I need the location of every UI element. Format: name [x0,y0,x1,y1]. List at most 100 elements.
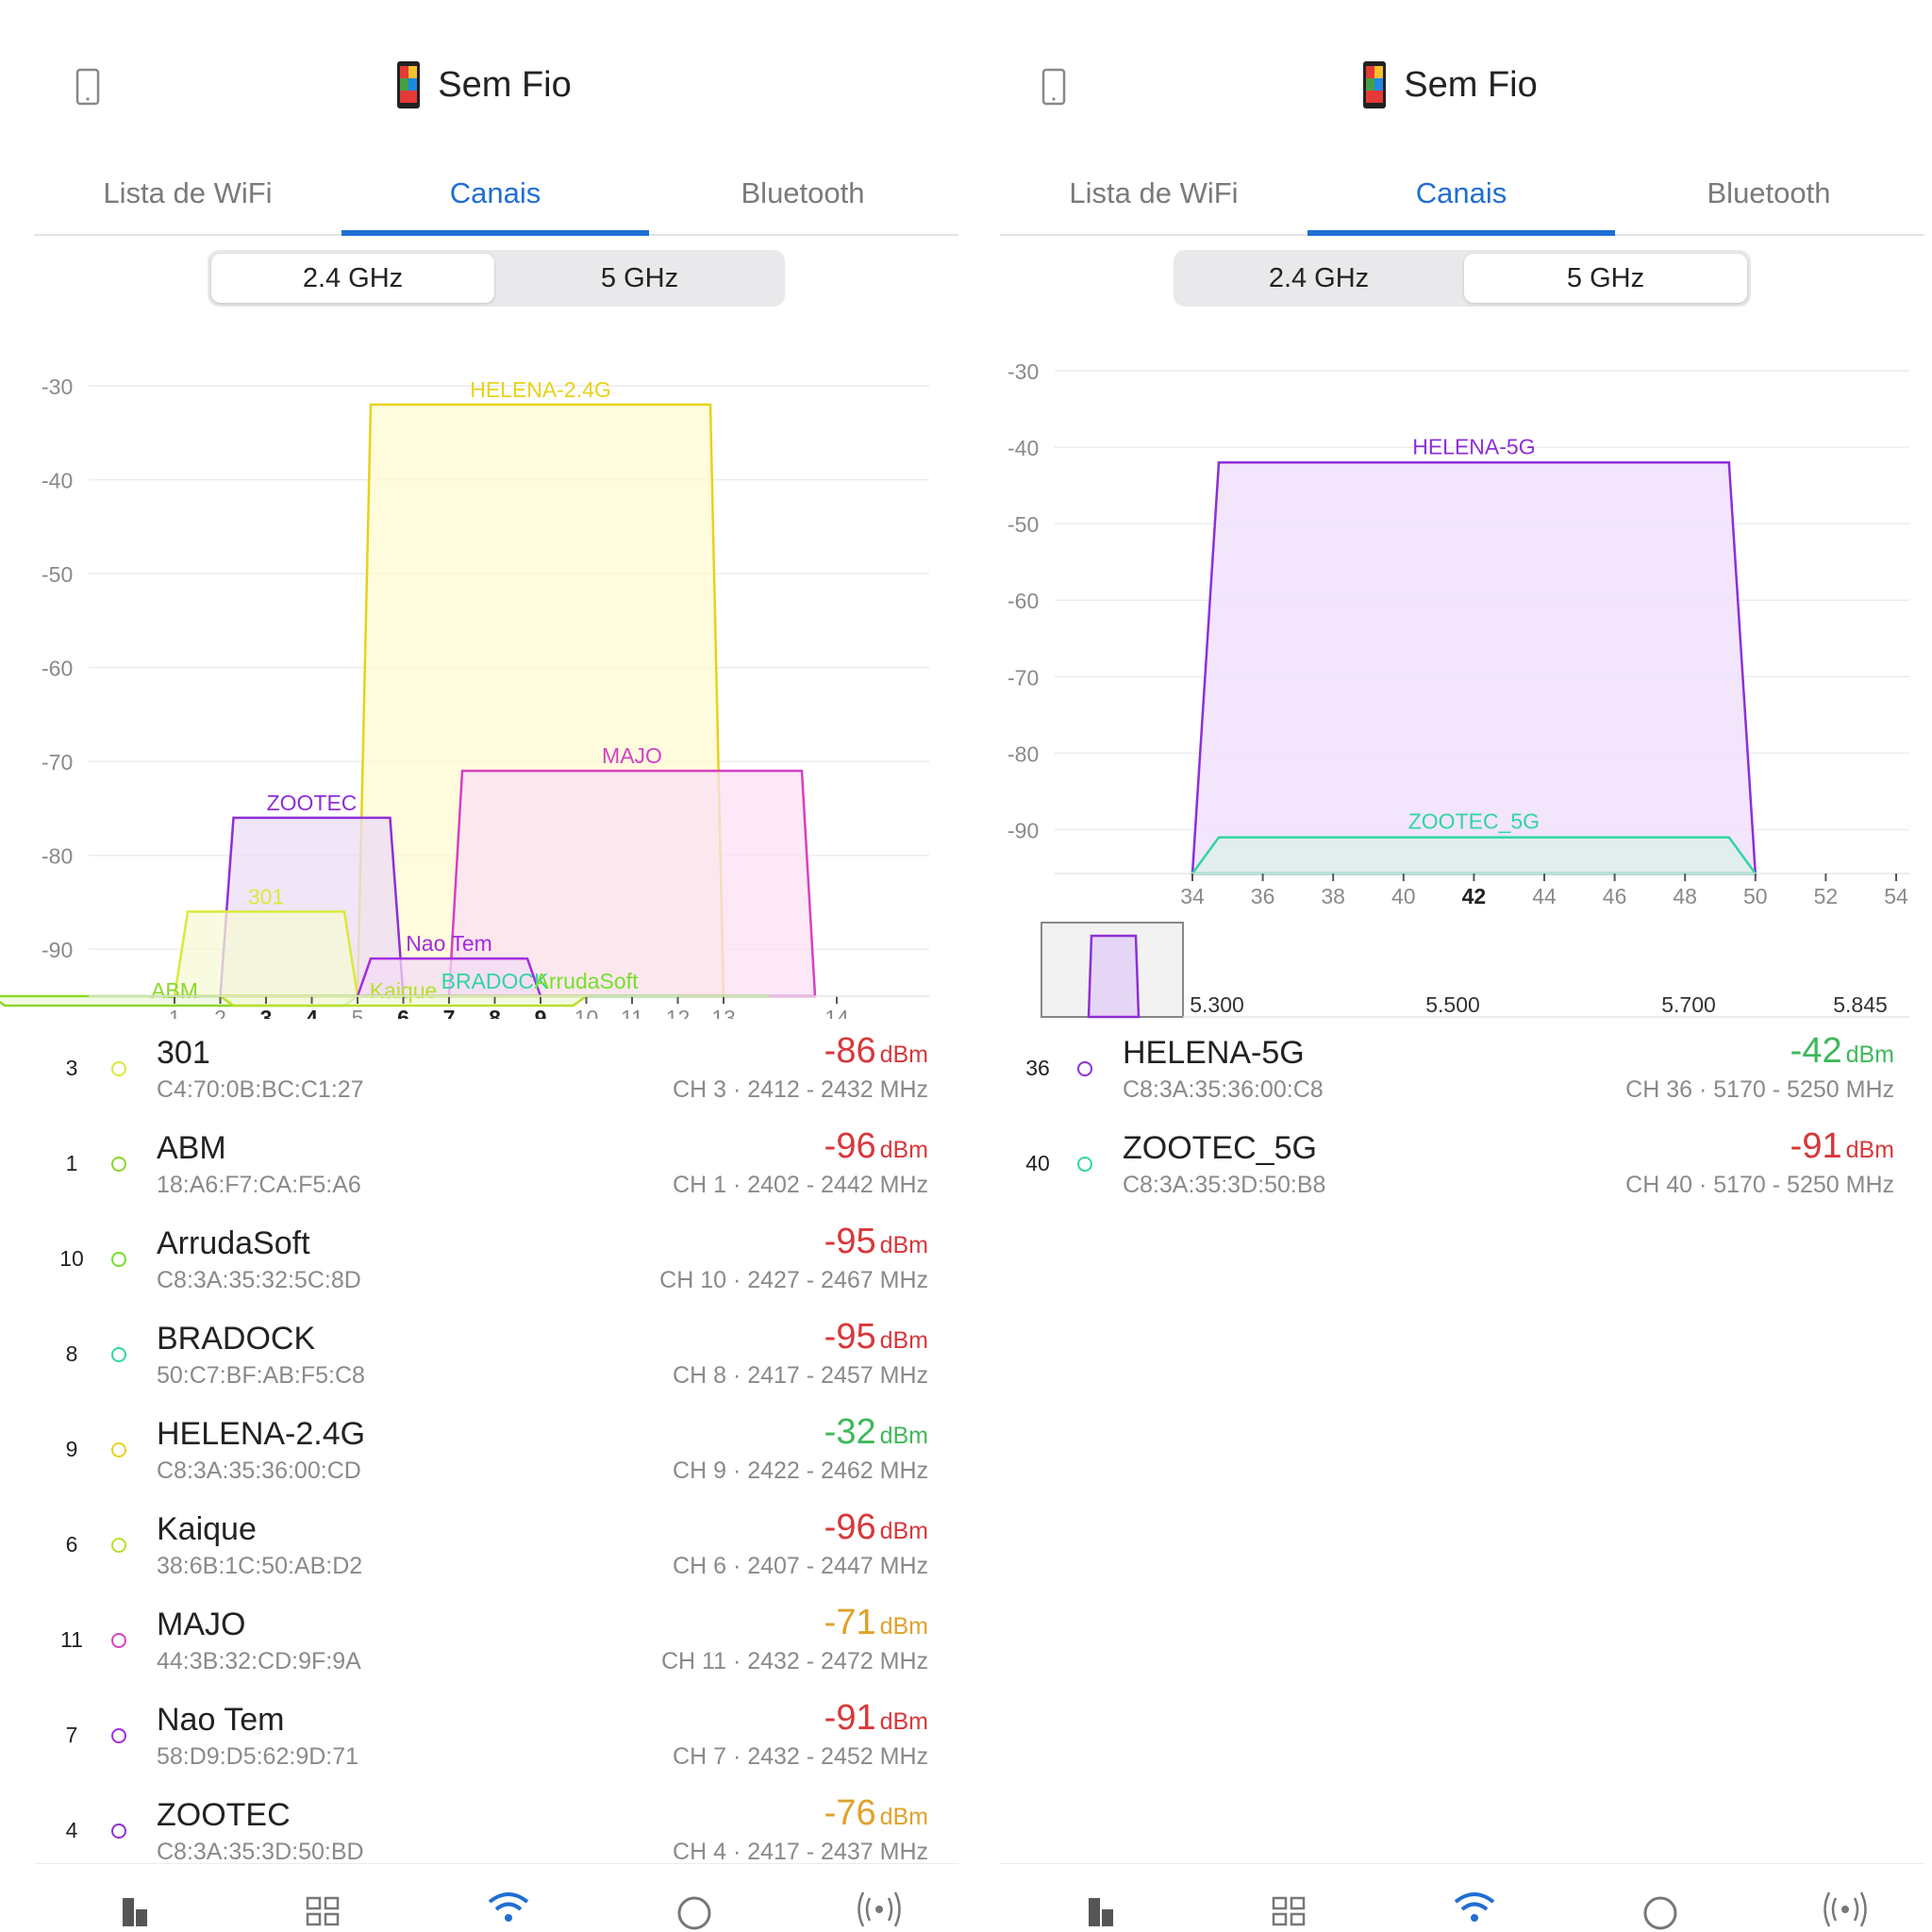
overview-freq-label: 5.300 [1190,992,1244,1017]
tab-channels[interactable]: Canais [1415,176,1507,209]
x-tick-label: 44 [1532,884,1557,908]
signal-strength: -42 dBm [1790,1031,1894,1072]
mac-address: C8:3A:35:36:00:CD [157,1457,361,1484]
x-tick-label: 12 [666,1006,691,1019]
list-item[interactable]: 11 MAJO 44:3B:32:CD:9F:9A -71 dBm CH 11 · 243… [34,1595,958,1690]
tab-channels[interactable]: Canais [449,176,541,209]
y-tick-label: -50 [1008,512,1039,537]
network-trapezoid [173,910,359,998]
color-dot-icon [111,1347,126,1362]
band-5ghz-button[interactable]: 5 GHz [1464,254,1747,303]
wifi-icon[interactable] [480,1885,537,1932]
x-tick-label: 4 [306,1006,318,1019]
band-5ghz-button[interactable]: 5 GHz [600,263,679,293]
signal-strength: -96 dBm [824,1507,928,1548]
radar-icon[interactable] [851,1885,908,1932]
list-item[interactable]: 8 BRADOCK 50:C7:BF:AB:F5:C8 -95 dBm CH 8 · 24… [34,1309,958,1405]
list-item[interactable]: 36 HELENA-5G C8:3A:35:36:00:C8 -42 dBm CH 36 … [1000,1024,1924,1119]
app-logo-icon [1363,61,1387,108]
signal-value: -86 [824,1031,876,1071]
signal-strength: -32 dBm [824,1412,928,1453]
overview-trapezoid [1087,934,1141,1019]
radar-icon[interactable] [1817,1885,1874,1932]
network-name: 301 [157,1035,210,1071]
y-tick-label: -90 [1008,818,1039,842]
grid-icon[interactable] [1260,1885,1317,1932]
channel-frequency-info: CH 36 · 5170 - 5250 MHz [1625,1076,1894,1103]
network-name: HELENA-5G [1123,1035,1305,1071]
y-tick-label: -40 [1008,436,1039,460]
network-name: Nao Tem [157,1702,285,1738]
list-item[interactable]: 40 ZOOTEC_5G C8:3A:35:3D:50:B8 -91 dBm CH 40 … [1000,1119,1924,1214]
x-tick-label: 50 [1743,884,1768,908]
list-item[interactable]: 6 Kaique 38:6B:1C:50:AB:D2 -96 dBm CH 6 · 240… [34,1500,958,1595]
circle-icon[interactable] [666,1885,723,1932]
list-item[interactable]: 1 ABM 18:A6:F7:CA:F5:A6 -96 dBm CH 1 · 2402 -… [34,1119,958,1214]
signal-value: -71 [824,1603,876,1642]
x-tick-label: 46 [1603,884,1627,908]
tab-wifi-list[interactable]: Lista de WiFi [103,176,273,209]
network-label: BRADOCK [441,969,549,993]
channel-number: 4 [65,1818,78,1842]
signal-unit: dBm [879,1041,928,1068]
tab-bluetooth[interactable]: Bluetooth [1707,176,1831,209]
signal-value: -91 [824,1698,876,1738]
signal-value: -42 [1790,1031,1842,1071]
x-tick-label: 54 [1884,884,1908,908]
list-item[interactable]: 7 Nao Tem 58:D9:D5:62:9D:71 -91 dBm CH 7 · 24… [34,1690,958,1786]
x-tick-label: 40 [1391,884,1416,908]
app-title: Sem Fio [438,64,572,105]
list-item[interactable]: 9 HELENA-2.4G C8:3A:35:36:00:CD -32 dBm CH 9 … [34,1405,958,1500]
x-tick-label: 52 [1814,884,1839,908]
x-tick-label: 13 [711,1006,736,1019]
y-tick-label: -90 [42,938,73,962]
y-tick-label: -60 [42,657,73,681]
list-item[interactable]: 4 ZOOTEC C8:3A:35:3D:50:BD -76 dBm CH 4 · 241… [34,1786,958,1881]
overview-freq-label: 5.500 [1425,992,1480,1017]
network-name: ZOOTEC_5G [1123,1130,1317,1166]
network-list: 36 HELENA-5G C8:3A:35:36:00:C8 -42 dBm CH 36 … [1000,1024,1924,1214]
channel-frequency-info: CH 9 · 2422 - 2462 MHz [673,1457,928,1484]
signal-strength: -96 dBm [824,1126,928,1167]
band-2-4ghz-button[interactable]: 2.4 GHz [1268,263,1370,293]
color-dot-icon [1077,1157,1092,1172]
app-header: Sem Fio [966,58,1932,111]
mac-address: C4:70:0B:BC:C1:27 [157,1076,364,1103]
channel-number: 10 [59,1246,84,1271]
wifi-icon[interactable] [1446,1885,1503,1932]
channel-chart-5ghz: -30 -40 -50 -60 -70 -80 -90 HELENA-5G ZOOTEC_5G 3… [1008,359,1909,1019]
signal-strength: -76 dBm [824,1793,928,1834]
phone-icon[interactable] [1032,64,1074,117]
grid-icon[interactable] [294,1885,351,1932]
signal-value: -91 [1790,1126,1842,1166]
network-name: ArrudaSoft [157,1225,310,1261]
network-name: MAJO [157,1607,246,1642]
phone-icon[interactable] [66,64,108,117]
mac-address: 44:3B:32:CD:9F:9A [157,1648,361,1674]
x-tick-label: 48 [1673,884,1697,908]
signal-unit: dBm [879,1804,928,1830]
list-item[interactable]: 3 301 C4:70:0B:BC:C1:27 -86 dBm CH 3 · 2412 -… [34,1024,958,1119]
signal-strength: -71 dBm [824,1603,928,1643]
tab-wifi-list[interactable]: Lista de WiFi [1069,176,1239,209]
list-item[interactable]: 10 ArrudaSoft C8:3A:35:32:5C:8D -95 dBm CH 10… [34,1214,958,1309]
signal-unit: dBm [879,1423,928,1449]
x-tick-label: 38 [1321,884,1345,908]
channel-frequency-info: CH 8 · 2417 - 2457 MHz [673,1362,928,1389]
band-2-4ghz-button[interactable]: 2.4 GHz [211,254,494,303]
color-dot-icon [1077,1061,1092,1076]
signal-strength: -91 dBm [1790,1126,1894,1167]
tab-bluetooth[interactable]: Bluetooth [741,176,865,209]
channel-number: 7 [65,1723,78,1747]
circle-icon[interactable] [1632,1885,1689,1932]
dashboard-icon[interactable] [1075,1885,1132,1932]
signal-value: -96 [824,1126,876,1166]
color-dot-icon [111,1824,126,1839]
channel-number: 6 [65,1532,78,1557]
mac-address: C8:3A:35:3D:50:B8 [1123,1172,1326,1198]
band-toggle: 2.4 GHz 5 GHz [1174,250,1751,307]
signal-value: -32 [824,1412,876,1452]
dashboard-icon[interactable] [109,1885,166,1932]
network-name: BRADOCK [157,1321,316,1357]
signal-unit: dBm [1845,1137,1894,1163]
